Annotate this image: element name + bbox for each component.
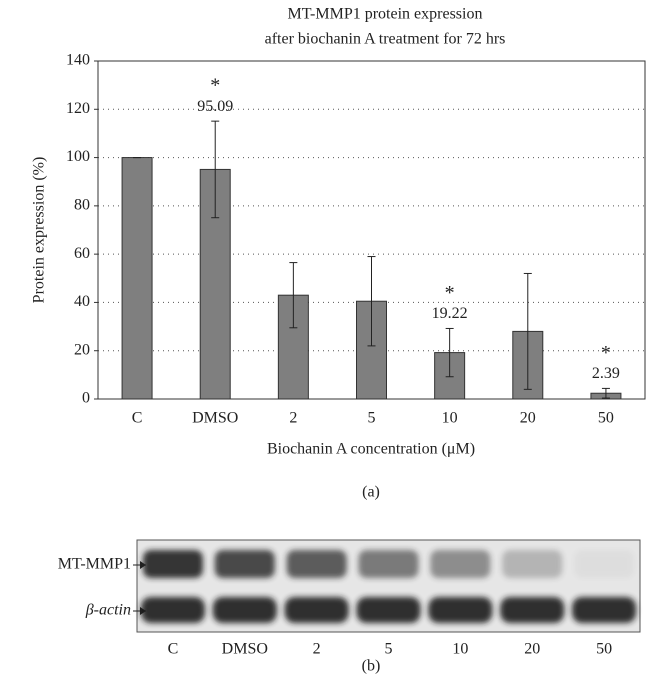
blot-lane-label: 2 xyxy=(313,641,321,658)
blot-band xyxy=(214,550,275,578)
chart-subtitle: after biochanin A treatment for 72 hrs xyxy=(265,31,506,48)
x-tick-label: C xyxy=(132,410,143,427)
blot-band xyxy=(358,550,419,578)
blot-lane-label: 10 xyxy=(452,641,468,658)
blot-band xyxy=(142,550,203,578)
y-tick-label: 40 xyxy=(74,293,90,310)
blot-lane-label: DMSO xyxy=(222,641,268,658)
x-tick-label: 2 xyxy=(289,410,297,427)
blot-band xyxy=(430,550,491,578)
y-axis-label: Protein expression (%) xyxy=(31,157,48,304)
blot-row-label: MT-MMP1 xyxy=(58,556,131,573)
y-tick-label: 0 xyxy=(82,390,90,407)
blot-band xyxy=(428,597,493,623)
x-tick-label: 10 xyxy=(442,410,458,427)
panel-label: (b) xyxy=(362,658,381,674)
blot-lane-label: 50 xyxy=(596,641,612,658)
y-tick-label: 100 xyxy=(66,148,90,165)
blot-band xyxy=(286,550,347,578)
blot-band xyxy=(284,597,349,623)
significance-mark: * xyxy=(210,75,220,97)
bar xyxy=(121,157,153,400)
y-tick-label: 80 xyxy=(74,197,90,214)
blot-lane-label: 20 xyxy=(524,641,540,658)
y-tick-label: 120 xyxy=(66,100,90,117)
x-axis-label: Biochanin A concentration (μM) xyxy=(267,441,475,458)
blot-band xyxy=(572,597,637,623)
data-label: 95.09 xyxy=(197,98,233,115)
blot-band xyxy=(356,597,421,623)
blot-band xyxy=(212,597,277,623)
blot-band xyxy=(574,550,635,578)
data-label: 19.22 xyxy=(432,305,468,322)
data-label: 2.39 xyxy=(592,365,620,382)
blot-band xyxy=(500,597,565,623)
blot-row-label: β-actin xyxy=(85,602,131,619)
panel-label: (a) xyxy=(362,484,380,501)
blot-band xyxy=(502,550,563,578)
blot-band xyxy=(140,597,205,623)
chart-title: MT-MMP1 protein expression xyxy=(288,6,483,23)
blot-lane-label: 5 xyxy=(385,641,393,658)
x-tick-label: 20 xyxy=(520,410,536,427)
significance-mark: * xyxy=(445,282,455,304)
y-tick-label: 140 xyxy=(66,52,90,69)
y-tick-label: 60 xyxy=(74,245,90,262)
x-tick-label: 5 xyxy=(368,410,376,427)
significance-mark: * xyxy=(601,342,611,364)
x-tick-label: 50 xyxy=(598,410,614,427)
blot-lane-label: C xyxy=(168,641,179,658)
x-tick-label: DMSO xyxy=(192,410,238,427)
y-tick-label: 20 xyxy=(74,341,90,358)
